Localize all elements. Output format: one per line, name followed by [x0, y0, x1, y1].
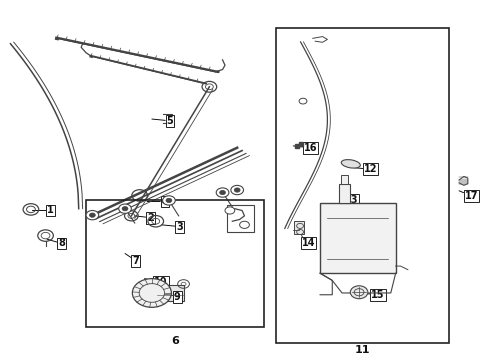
- Text: 11: 11: [354, 345, 369, 355]
- Polygon shape: [458, 176, 467, 185]
- Text: 6: 6: [171, 336, 179, 346]
- Text: 16: 16: [293, 143, 317, 153]
- Text: 7: 7: [125, 253, 139, 266]
- Text: 4: 4: [147, 197, 168, 207]
- Circle shape: [165, 198, 171, 203]
- Circle shape: [219, 190, 225, 195]
- Bar: [294, 221, 304, 234]
- Text: 17: 17: [458, 191, 477, 201]
- Text: 15: 15: [358, 290, 384, 300]
- Bar: [338, 184, 349, 203]
- Circle shape: [119, 204, 131, 213]
- Circle shape: [216, 188, 228, 197]
- Circle shape: [239, 221, 249, 228]
- Bar: [340, 175, 347, 184]
- Circle shape: [89, 213, 95, 217]
- Text: 9: 9: [161, 292, 180, 302]
- Circle shape: [349, 286, 367, 299]
- Ellipse shape: [341, 159, 360, 168]
- Bar: [86, 200, 264, 327]
- Text: 2: 2: [135, 213, 153, 222]
- Circle shape: [86, 211, 99, 220]
- Circle shape: [224, 207, 234, 214]
- Text: 10: 10: [144, 277, 167, 287]
- Circle shape: [230, 185, 243, 195]
- Bar: [320, 203, 395, 273]
- Bar: [276, 28, 448, 343]
- Text: 1: 1: [32, 206, 54, 216]
- Circle shape: [234, 188, 240, 192]
- Circle shape: [162, 196, 175, 205]
- Text: 12: 12: [351, 164, 377, 174]
- Text: 13: 13: [341, 193, 357, 205]
- Bar: [157, 285, 183, 301]
- Text: 3: 3: [161, 222, 183, 231]
- Circle shape: [132, 279, 171, 307]
- Text: 8: 8: [47, 238, 65, 248]
- Bar: [227, 205, 254, 232]
- Text: 14: 14: [301, 235, 314, 248]
- Text: 5: 5: [152, 116, 173, 126]
- Circle shape: [122, 207, 128, 211]
